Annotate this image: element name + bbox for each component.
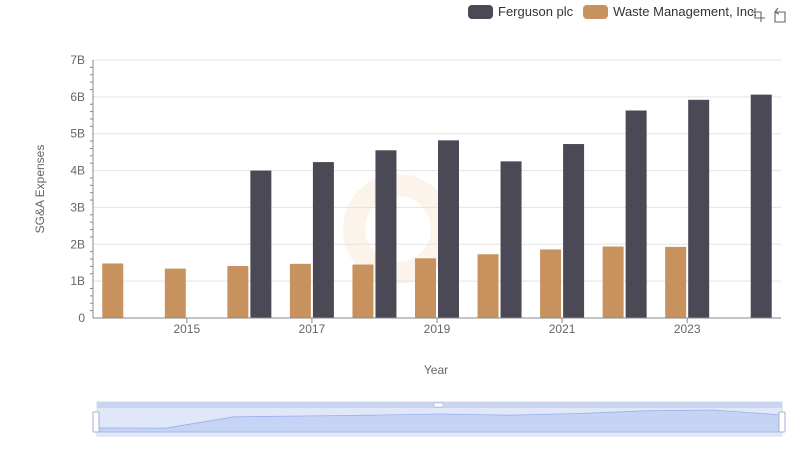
- legend-item-ferguson[interactable]: Ferguson plc: [468, 4, 573, 19]
- y-tick-label: 4B: [70, 164, 85, 178]
- bar-waste-management[interactable]: [665, 247, 686, 318]
- bar-waste-management[interactable]: [478, 254, 499, 318]
- bar-waste-management[interactable]: [227, 266, 248, 318]
- bar-ferguson[interactable]: [751, 95, 772, 318]
- toolbox: [748, 7, 792, 23]
- bar-waste-management[interactable]: [415, 258, 436, 318]
- bar-waste-management[interactable]: [165, 269, 186, 318]
- bar-ferguson[interactable]: [375, 150, 396, 318]
- bar-ferguson[interactable]: [563, 144, 584, 318]
- y-tick-label: 2B: [70, 237, 85, 251]
- bar-waste-management[interactable]: [102, 263, 123, 318]
- x-tick-label: 2017: [299, 322, 326, 336]
- bar-waste-management[interactable]: [290, 264, 311, 318]
- legend-swatch-ferguson: [468, 5, 493, 19]
- zoom-icon[interactable]: [750, 7, 766, 23]
- bar-waste-management[interactable]: [603, 246, 624, 318]
- legend-item-waste-management[interactable]: Waste Management, Inc.: [583, 4, 757, 19]
- y-tick-label: 3B: [70, 200, 85, 214]
- y-tick-label: 7B: [70, 53, 85, 67]
- y-tick-label: 1B: [70, 274, 85, 288]
- bar-waste-management[interactable]: [352, 265, 373, 318]
- bar-ferguson[interactable]: [501, 161, 522, 318]
- legend-swatch-waste-management: [583, 5, 608, 19]
- x-tick-labels: 2015 2017 2019 2021 2023: [173, 318, 700, 336]
- restore-icon[interactable]: [772, 7, 788, 23]
- x-tick-label: 2023: [674, 322, 701, 336]
- bar-waste-management[interactable]: [540, 249, 561, 318]
- y-tick-labels: 0 1B 2B 3B 4B 5B 6B 7B: [70, 53, 85, 325]
- zoom-move-grip[interactable]: [434, 403, 443, 407]
- x-tick-label: 2021: [549, 322, 576, 336]
- y-tick-label: 5B: [70, 127, 85, 141]
- y-tick-label: 6B: [70, 90, 85, 104]
- bar-ferguson[interactable]: [688, 100, 709, 318]
- zoom-handle-right[interactable]: [779, 412, 785, 432]
- bar-ferguson[interactable]: [250, 171, 271, 318]
- data-zoom-slider[interactable]: [93, 402, 785, 436]
- y-axis-label: SG&A Expenses: [33, 145, 47, 234]
- bar-ferguson[interactable]: [313, 162, 334, 318]
- x-tick-label: 2015: [173, 322, 200, 336]
- y-tick-label: 0: [78, 311, 85, 325]
- bar-ferguson[interactable]: [626, 110, 647, 318]
- legend-label-waste-management: Waste Management, Inc.: [613, 4, 757, 19]
- legend: Ferguson plc Waste Management, Inc.: [468, 4, 767, 19]
- bar-ferguson[interactable]: [438, 140, 459, 318]
- x-tick-label: 2019: [424, 322, 451, 336]
- zoom-handle-left[interactable]: [93, 412, 99, 432]
- x-axis-label: Year: [424, 363, 448, 377]
- legend-label-ferguson: Ferguson plc: [498, 4, 573, 19]
